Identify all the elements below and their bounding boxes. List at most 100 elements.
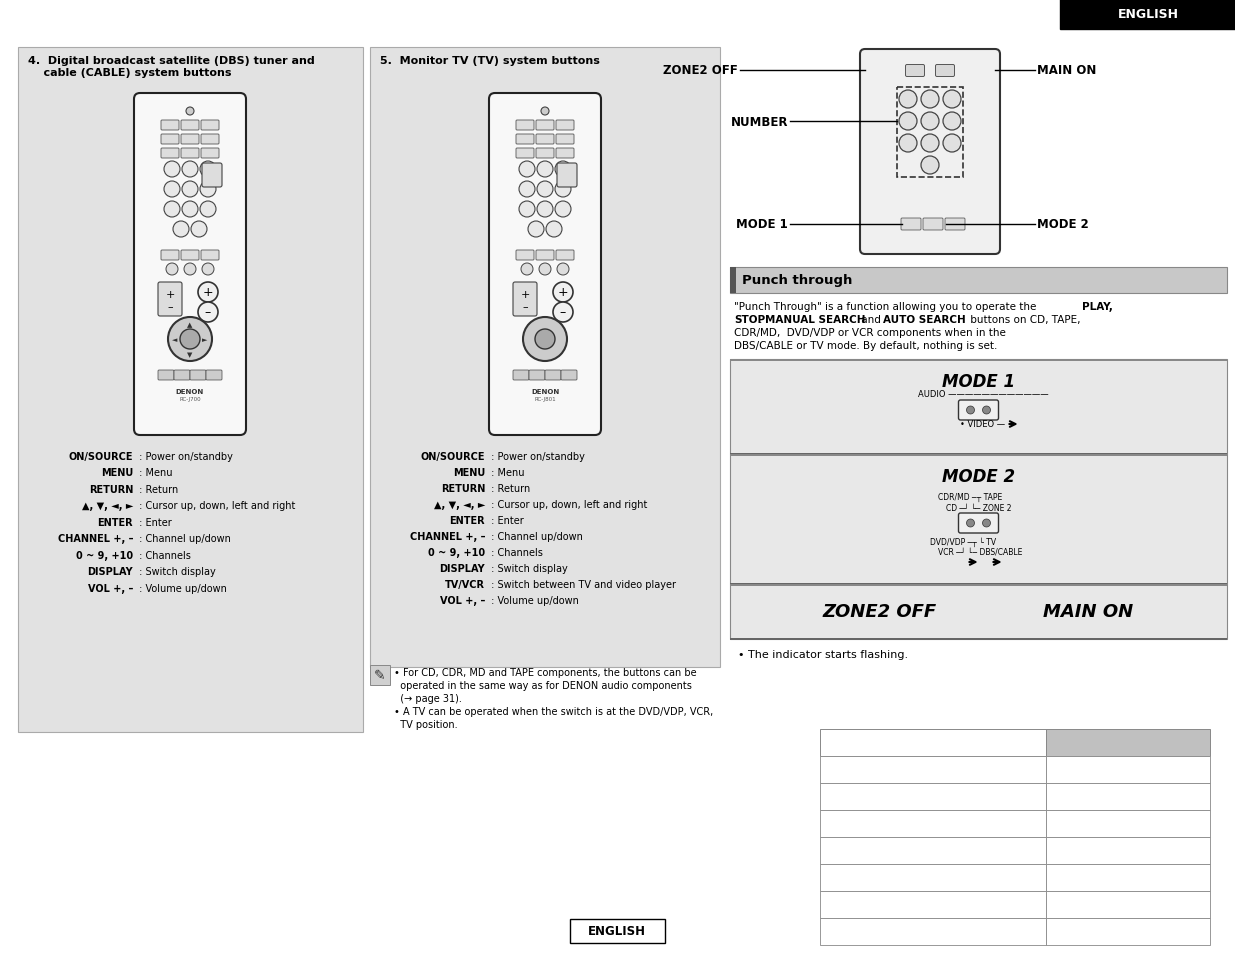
Text: +: + xyxy=(558,286,568,299)
Circle shape xyxy=(541,108,550,116)
Circle shape xyxy=(557,264,569,275)
Text: and: and xyxy=(858,314,884,325)
Bar xyxy=(820,757,1046,783)
Text: ON/SOURCE: ON/SOURCE xyxy=(68,452,133,461)
Circle shape xyxy=(967,519,974,527)
Circle shape xyxy=(529,222,543,237)
FancyBboxPatch shape xyxy=(182,135,199,145)
Text: : Switch display: : Switch display xyxy=(488,563,568,574)
Bar xyxy=(730,359,1228,455)
Text: MAIN ON: MAIN ON xyxy=(1037,65,1097,77)
Circle shape xyxy=(538,264,551,275)
Bar xyxy=(730,639,1228,640)
Circle shape xyxy=(200,202,216,218)
Text: TV/VCR: TV/VCR xyxy=(445,579,485,589)
Text: MAIN ON: MAIN ON xyxy=(1042,603,1132,620)
Bar xyxy=(370,665,390,685)
Text: : Volume up/down: : Volume up/down xyxy=(488,596,579,605)
FancyBboxPatch shape xyxy=(174,371,190,380)
Bar xyxy=(1060,0,1235,30)
Circle shape xyxy=(899,91,918,109)
Circle shape xyxy=(519,202,535,218)
Circle shape xyxy=(535,330,555,350)
Bar xyxy=(571,919,664,943)
FancyBboxPatch shape xyxy=(201,121,219,131)
Text: ▲, ▼, ◄, ►: ▲, ▼, ◄, ► xyxy=(82,501,133,511)
Text: ZONE2 OFF: ZONE2 OFF xyxy=(823,603,936,620)
Text: : Volume up/down: : Volume up/down xyxy=(136,583,227,594)
FancyBboxPatch shape xyxy=(206,371,222,380)
Text: 0 ~ 9, +10: 0 ~ 9, +10 xyxy=(75,551,133,560)
Circle shape xyxy=(921,135,939,152)
Bar xyxy=(730,455,1228,584)
Text: (→ page 31).: (→ page 31). xyxy=(394,693,462,703)
Circle shape xyxy=(944,135,961,152)
Text: RETURN: RETURN xyxy=(89,484,133,495)
Circle shape xyxy=(203,264,214,275)
FancyBboxPatch shape xyxy=(556,135,574,145)
Bar xyxy=(730,584,1228,586)
Text: "Punch Through" is a function allowing you to operate the: "Punch Through" is a function allowing y… xyxy=(734,302,1040,312)
Bar xyxy=(820,783,1046,810)
Circle shape xyxy=(899,112,918,131)
Bar xyxy=(820,729,1046,757)
Text: MODE 2: MODE 2 xyxy=(1037,218,1089,232)
Text: MODE 2: MODE 2 xyxy=(942,468,1015,485)
Bar xyxy=(1046,729,1210,757)
FancyBboxPatch shape xyxy=(557,164,577,188)
FancyBboxPatch shape xyxy=(958,514,999,534)
Text: : Return: : Return xyxy=(136,484,178,495)
Circle shape xyxy=(546,222,562,237)
Text: MANUAL SEARCH: MANUAL SEARCH xyxy=(764,314,866,325)
Text: buttons on CD, TAPE,: buttons on CD, TAPE, xyxy=(967,314,1081,325)
Bar xyxy=(820,837,1046,864)
Circle shape xyxy=(983,407,990,415)
Text: DISPLAY: DISPLAY xyxy=(88,567,133,577)
Bar xyxy=(370,48,720,667)
Text: .: . xyxy=(760,314,766,325)
FancyBboxPatch shape xyxy=(958,400,999,420)
Text: ON/SOURCE: ON/SOURCE xyxy=(420,452,485,461)
Bar xyxy=(730,583,1228,585)
Circle shape xyxy=(553,303,573,323)
Text: +: + xyxy=(203,286,214,299)
Text: MENU: MENU xyxy=(453,468,485,477)
FancyBboxPatch shape xyxy=(158,371,174,380)
Circle shape xyxy=(182,182,198,198)
Circle shape xyxy=(519,162,535,178)
Text: STOP: STOP xyxy=(734,314,766,325)
FancyBboxPatch shape xyxy=(536,149,555,159)
FancyBboxPatch shape xyxy=(203,164,222,188)
Bar xyxy=(820,864,1046,891)
Text: CHANNEL +, –: CHANNEL +, – xyxy=(410,532,485,541)
Text: • A TV can be operated when the switch is at the DVD/VDP, VCR,: • A TV can be operated when the switch i… xyxy=(394,706,714,717)
Text: CD ─┘ └─ ZONE 2: CD ─┘ └─ ZONE 2 xyxy=(946,503,1011,513)
Circle shape xyxy=(164,182,180,198)
Text: ▼: ▼ xyxy=(188,352,193,357)
Circle shape xyxy=(983,519,990,527)
Text: DENON: DENON xyxy=(175,389,204,395)
Circle shape xyxy=(173,222,189,237)
Circle shape xyxy=(184,264,196,275)
FancyBboxPatch shape xyxy=(161,251,179,261)
Bar xyxy=(730,455,1228,456)
Text: : Channels: : Channels xyxy=(136,551,191,560)
Text: : Menu: : Menu xyxy=(488,468,525,477)
Circle shape xyxy=(182,162,198,178)
Circle shape xyxy=(165,264,178,275)
FancyBboxPatch shape xyxy=(923,219,944,231)
Text: AUTO SEARCH: AUTO SEARCH xyxy=(883,314,966,325)
FancyBboxPatch shape xyxy=(545,371,561,380)
FancyBboxPatch shape xyxy=(536,135,555,145)
FancyBboxPatch shape xyxy=(158,283,182,316)
Text: RC-J801: RC-J801 xyxy=(535,397,556,402)
Text: –: – xyxy=(522,302,527,312)
Circle shape xyxy=(522,317,567,361)
Text: cable (CABLE) system buttons: cable (CABLE) system buttons xyxy=(28,68,231,78)
Text: –: – xyxy=(559,306,566,319)
Text: RC-J700: RC-J700 xyxy=(179,397,201,402)
Circle shape xyxy=(200,182,216,198)
FancyBboxPatch shape xyxy=(945,219,965,231)
Bar xyxy=(1046,783,1210,810)
Text: : Channel up/down: : Channel up/down xyxy=(488,532,583,541)
